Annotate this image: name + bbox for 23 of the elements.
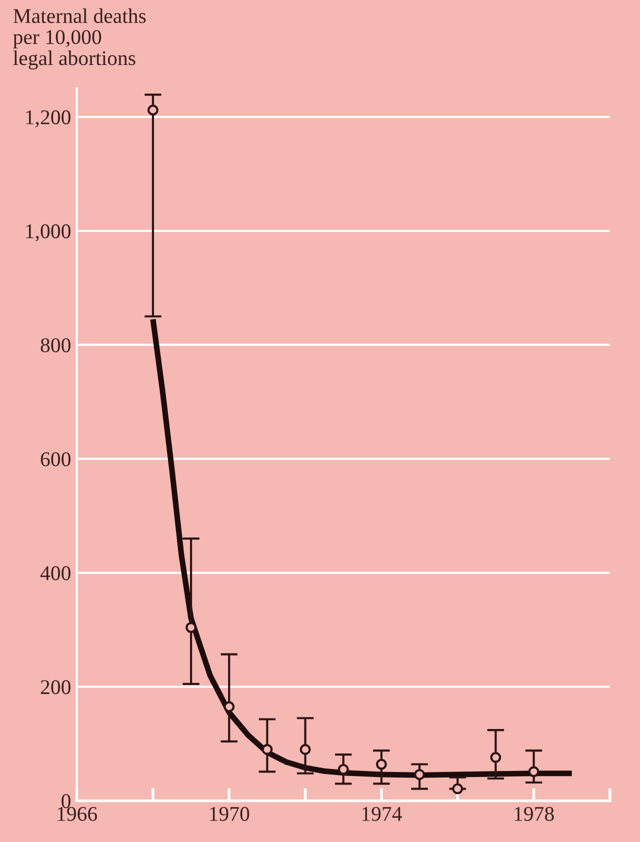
point <box>300 744 311 755</box>
point <box>338 764 349 775</box>
y-tick-label: 400 <box>40 566 70 580</box>
y-tick-label: 200 <box>40 680 70 694</box>
y-tick-label: 1,200 <box>26 110 70 128</box>
point <box>224 701 235 712</box>
y-tick-label: 800 <box>40 338 70 352</box>
y-tick-label: 1,000 <box>26 224 70 242</box>
y-axis-title: Maternal deaths per 10,000 legal abortions <box>13 8 146 70</box>
point <box>262 744 273 755</box>
x-tick-label: 1966 <box>58 806 98 821</box>
point <box>414 769 425 780</box>
x-tick-label: 1974 <box>362 806 402 821</box>
y-tick-label: 600 <box>40 452 70 466</box>
point <box>148 104 158 116</box>
point <box>490 752 502 763</box>
y-tick-label: 0 <box>62 794 70 808</box>
point <box>452 783 464 794</box>
point <box>528 766 540 778</box>
point <box>186 622 196 633</box>
point <box>376 758 387 770</box>
x-tick-label: 1978 <box>514 806 554 821</box>
x-tick-label: 1970 <box>210 806 250 821</box>
